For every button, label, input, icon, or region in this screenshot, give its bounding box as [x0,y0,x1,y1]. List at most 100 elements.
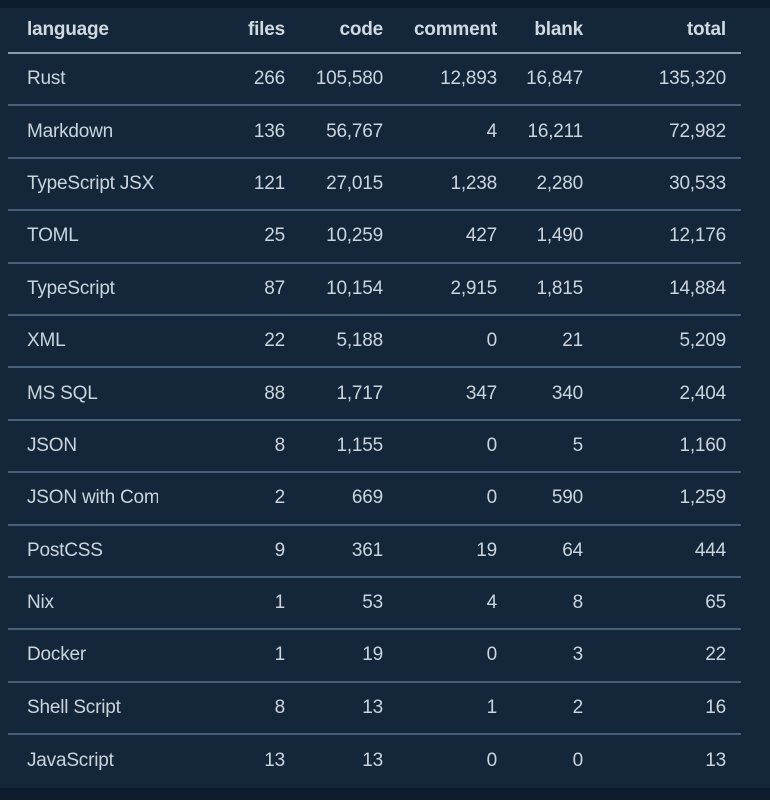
cell-blank: 64 [512,524,598,578]
table-row: Rust 266 105,580 12,893 16,847 135,320 [8,53,741,107]
cell-blank: 590 [512,472,598,526]
table-row: XML 22 5,188 0 21 5,209 [8,314,741,369]
cell-code: 27,015 [300,157,398,212]
cell-language: Nix [8,576,158,631]
table-row: Docker 1 19 0 3 22 [8,629,741,683]
table-row: JavaScript 13 13 0 0 13 [8,734,741,786]
cell-blank: 5 [512,419,598,474]
cell-total: 72,982 [598,105,741,159]
cell-files: 121 [158,157,300,212]
cell-files: 25 [158,210,300,264]
table-row: TypeScript JSX 121 27,015 1,238 2,280 30… [8,157,741,212]
cell-language: TypeScript [8,262,158,316]
cell-code: 1,717 [300,367,398,421]
column-header-total: total [598,8,741,54]
cell-files: 88 [158,367,300,421]
cell-comment: 1 [398,681,512,736]
cell-comment: 4 [398,576,512,631]
cell-code: 361 [300,524,398,578]
cell-language: Rust [8,53,158,107]
column-header-code: code [300,8,398,54]
cell-files: 266 [158,53,300,107]
cell-total: 2,404 [598,367,741,421]
cell-code: 10,154 [300,262,398,316]
cell-files: 2 [158,472,300,526]
cell-comment: 0 [398,629,512,683]
cell-language: JavaScript [27,749,114,771]
cell-language: PostCSS [8,524,158,578]
cell-comment: 0 [398,472,512,526]
cell-files: 87 [158,262,300,316]
cell-code: 669 [300,472,398,526]
cell-comment: 0 [486,749,498,771]
table-row: JSON 8 1,155 0 5 1,160 [8,419,741,474]
cell-blank: 21 [512,314,598,369]
cell-total: 14,884 [598,262,741,316]
column-header-language: language [8,8,158,54]
table-row: TOML 25 10,259 427 1,490 12,176 [8,210,741,264]
cell-blank: 3 [512,629,598,683]
cell-total: 22 [598,629,741,683]
cell-language: MS SQL [8,367,158,421]
cell-language: JSON with Comments [8,472,158,526]
cell-files: 1 [158,576,300,631]
cell-code: 56,767 [300,105,398,159]
table-row: Shell Script 8 13 1 2 16 [8,681,741,736]
cell-blank: 2,280 [512,157,598,212]
cell-code: 53 [300,576,398,631]
cell-total: 444 [598,524,741,578]
column-header-blank: blank [512,8,598,54]
header-row: language files code comment blank total [8,8,741,54]
cell-blank: 16,847 [512,53,598,107]
cell-total: 1,160 [598,419,741,474]
cell-blank: 0 [572,749,584,771]
cell-files: 8 [158,681,300,736]
cell-language: XML [8,314,158,369]
cell-code: 19 [300,629,398,683]
cell-blank: 1,815 [512,262,598,316]
cell-total: 30,533 [598,157,741,212]
cell-blank: 340 [512,367,598,421]
cell-total: 12,176 [598,210,741,264]
cell-files: 13 [264,749,285,771]
stats-table-surface: language files code comment blank total … [0,8,770,788]
cell-comment: 19 [398,524,512,578]
cell-code: 105,580 [300,53,398,107]
cell-code: 13 [362,749,383,771]
cell-language: Shell Script [8,681,158,736]
cell-comment: 4 [398,105,512,159]
column-header-files: files [158,8,300,54]
cell-language: TOML [8,210,158,264]
table-body: Rust 266 105,580 12,893 16,847 135,320 M… [8,53,741,786]
table-row: PostCSS 9 361 19 64 444 [8,524,741,578]
cell-comment: 12,893 [398,53,512,107]
cell-language: TypeScript JSX [8,157,158,212]
column-header-comment: comment [398,8,512,54]
cell-files: 1 [158,629,300,683]
cell-code: 10,259 [300,210,398,264]
table-row: JSON with Comments 2 669 0 590 1,259 [8,472,741,526]
cell-blank: 1,490 [512,210,598,264]
cell-files: 8 [158,419,300,474]
cell-code: 5,188 [300,314,398,369]
cell-language: Docker [8,629,158,683]
cell-language: JSON [8,419,158,474]
cell-blank: 8 [512,576,598,631]
cell-comment: 0 [398,314,512,369]
cell-total: 65 [598,576,741,631]
cell-total: 16 [598,681,741,736]
language-stats-table: language files code comment blank total … [8,8,741,786]
cell-language: Markdown [8,105,158,159]
table-row: MS SQL 88 1,717 347 340 2,404 [8,367,741,421]
cell-blank: 2 [512,681,598,736]
cell-comment: 427 [398,210,512,264]
cell-files: 22 [158,314,300,369]
cell-code: 13 [300,681,398,736]
table-row: Markdown 136 56,767 4 16,211 72,982 [8,105,741,159]
cell-comment: 0 [398,419,512,474]
cell-total: 135,320 [598,53,741,107]
cell-files: 9 [158,524,300,578]
cell-comment: 1,238 [398,157,512,212]
table-row: TypeScript 87 10,154 2,915 1,815 14,884 [8,262,741,316]
cell-files: 136 [158,105,300,159]
